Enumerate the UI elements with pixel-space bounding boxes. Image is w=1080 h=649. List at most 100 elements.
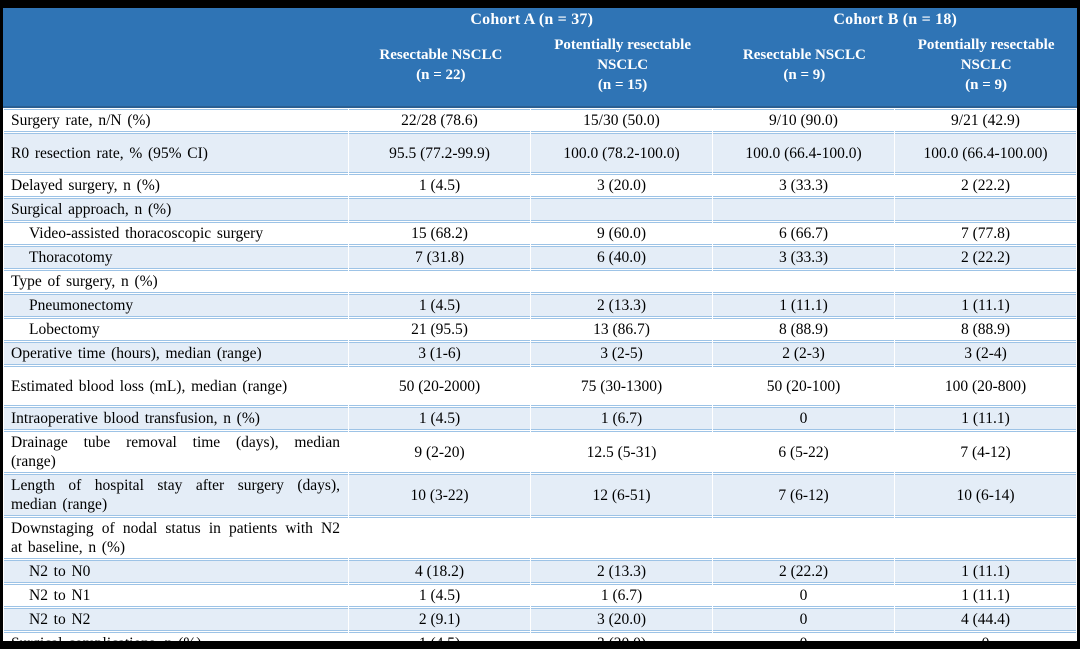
cell-value	[713, 517, 894, 559]
cell-value: 6 (66.7)	[713, 222, 894, 245]
cell-value	[895, 270, 1076, 293]
cell-value: 1 (11.1)	[895, 584, 1076, 607]
column-title: Resectable NSCLC	[379, 47, 503, 63]
cell-value	[713, 270, 894, 293]
cell-value: 1 (4.5)	[349, 174, 530, 197]
column-header-resectable-a: Resectable NSCLC (n = 22)	[350, 34, 532, 106]
table-row: Thoracotomy 7 (31.8) 6 (40.0) 3 (33.3) 2 (22…	[4, 246, 1076, 269]
cell-value: 2 (13.3)	[531, 560, 712, 583]
table-row: Estimated blood loss (mL), median (range…	[4, 366, 1076, 406]
column-title: Potentially resectable NSCLC	[917, 37, 1055, 73]
cell-value	[531, 270, 712, 293]
cell-value: 10 (6-14)	[895, 474, 1076, 516]
row-label: Video-assisted thoracoscopic surgery	[4, 222, 348, 245]
cell-value: 3 (1-6)	[349, 342, 530, 365]
cell-value: 100.0 (66.4-100.0)	[713, 133, 894, 173]
cell-value: 100.0 (78.2-100.0)	[531, 133, 712, 173]
row-label: Delayed surgery, n (%)	[4, 174, 348, 197]
cell-value: 1 (11.1)	[895, 407, 1076, 430]
cell-value: 15 (68.2)	[349, 222, 530, 245]
row-label: Type of surgery, n (%)	[4, 270, 348, 293]
cell-value: 3 (2-4)	[895, 342, 1076, 365]
cell-value: 2 (13.3)	[531, 294, 712, 317]
cell-value: 9/21 (42.9)	[895, 109, 1076, 132]
cell-value	[349, 270, 530, 293]
cell-value: 9/10 (90.0)	[713, 109, 894, 132]
cell-value: 95.5 (77.2-99.9)	[349, 133, 530, 173]
cell-value: 0	[713, 584, 894, 607]
cell-value: 7 (6-12)	[713, 474, 894, 516]
cell-value: 75 (30-1300)	[531, 366, 712, 406]
row-label: Surgical approach, n (%)	[4, 198, 348, 221]
cell-value: 12.5 (5-31)	[531, 431, 712, 473]
cell-value: 2 (9.1)	[349, 608, 530, 631]
table-header: Cohort A (n = 37) Cohort B (n = 18) Rese…	[3, 8, 1077, 108]
cell-value	[895, 198, 1076, 221]
cell-value: 4 (18.2)	[349, 560, 530, 583]
cell-value: 7 (31.8)	[349, 246, 530, 269]
table-row: Type of surgery, n (%)	[4, 270, 1076, 293]
cell-value: 3 (33.3)	[713, 174, 894, 197]
cell-value: 1 (6.7)	[531, 407, 712, 430]
cell-value	[713, 198, 894, 221]
cell-value: 1 (4.5)	[349, 294, 530, 317]
table-row: Lobectomy 21 (95.5) 13 (86.7) 8 (88.9) 8 (88…	[4, 318, 1076, 341]
cell-value: 7 (4-12)	[895, 431, 1076, 473]
cell-value: 100.0 (66.4-100.00)	[895, 133, 1076, 173]
header-corner-blank	[3, 8, 350, 106]
column-n: (n = 9)	[783, 67, 826, 83]
cell-value: 13 (86.7)	[531, 318, 712, 341]
cell-value	[895, 517, 1076, 559]
cell-value: 1 (4.5)	[349, 407, 530, 430]
table-row: Video-assisted thoracoscopic surgery 15 (…	[4, 222, 1076, 245]
row-label: R0 resection rate, % (95% CI)	[4, 133, 348, 173]
row-label: Intraoperative blood transfusion, n (%)	[4, 407, 348, 430]
table-row: Surgical approach, n (%)	[4, 198, 1076, 221]
cell-value: 1 (11.1)	[713, 294, 894, 317]
cell-value: 2 (22.2)	[895, 174, 1076, 197]
cell-value: 15/30 (50.0)	[531, 109, 712, 132]
cell-value: 2 (22.2)	[713, 560, 894, 583]
cell-value: 6 (40.0)	[531, 246, 712, 269]
column-n: (n = 9)	[965, 77, 1008, 93]
table-row: Length of hospital stay after surgery (d…	[4, 474, 1076, 516]
row-label: N2 to N0	[4, 560, 348, 583]
row-label: Surgical complications, n (%)	[4, 632, 348, 641]
cell-value: 3 (2-5)	[531, 342, 712, 365]
column-title: Potentially resectable NSCLC	[554, 37, 691, 73]
cell-value: 0	[895, 632, 1076, 641]
cell-value: 2 (2-3)	[713, 342, 894, 365]
cell-value: 1 (4.5)	[349, 584, 530, 607]
cell-value: 6 (5-22)	[713, 431, 894, 473]
cell-value: 1 (11.1)	[895, 560, 1076, 583]
table-row: N2 to N1 1 (4.5) 1 (6.7) 0 1 (11.1)	[4, 584, 1076, 607]
cell-value	[531, 198, 712, 221]
cell-value: 0	[713, 407, 894, 430]
outcomes-table: Surgery rate, n/N (%) 22/28 (78.6) 15/30 (…	[3, 108, 1077, 641]
cell-value: 0	[713, 632, 894, 641]
row-label: Downstaging of nodal status in patients …	[4, 517, 348, 559]
row-label: Length of hospital stay after surgery (d…	[4, 474, 348, 516]
cell-value: 8 (88.9)	[895, 318, 1076, 341]
cell-value: 3 (20.0)	[531, 174, 712, 197]
table-row: N2 to N0 4 (18.2) 2 (13.3) 2 (22.2) 1 (11.1)	[4, 560, 1076, 583]
cell-value: 3 (20.0)	[531, 632, 712, 641]
row-label: Operative time (hours), median (range)	[4, 342, 348, 365]
column-header-potentially-resectable-a: Potentially resectable NSCLC (n = 15)	[532, 34, 714, 106]
cell-value: 1 (11.1)	[895, 294, 1076, 317]
row-label: Thoracotomy	[4, 246, 348, 269]
cell-value: 3 (33.3)	[713, 246, 894, 269]
row-label: Drainage tube removal time (days), media…	[4, 431, 348, 473]
row-label: Estimated blood loss (mL), median (range…	[4, 366, 348, 406]
cell-value: 3 (20.0)	[531, 608, 712, 631]
cell-value: 7 (77.8)	[895, 222, 1076, 245]
table-row: Intraoperative blood transfusion, n (%) 1…	[4, 407, 1076, 430]
row-label: Surgery rate, n/N (%)	[4, 109, 348, 132]
cell-value: 1 (4.5)	[349, 632, 530, 641]
table-frame: Cohort A (n = 37) Cohort B (n = 18) Rese…	[3, 8, 1077, 641]
row-label: N2 to N2	[4, 608, 348, 631]
table-row: Operative time (hours), median (range) 3 …	[4, 342, 1076, 365]
table-row: Pneumonectomy 1 (4.5) 2 (13.3) 1 (11.1) 1 (1…	[4, 294, 1076, 317]
column-header-potentially-resectable-b: Potentially resectable NSCLC (n = 9)	[895, 34, 1077, 106]
